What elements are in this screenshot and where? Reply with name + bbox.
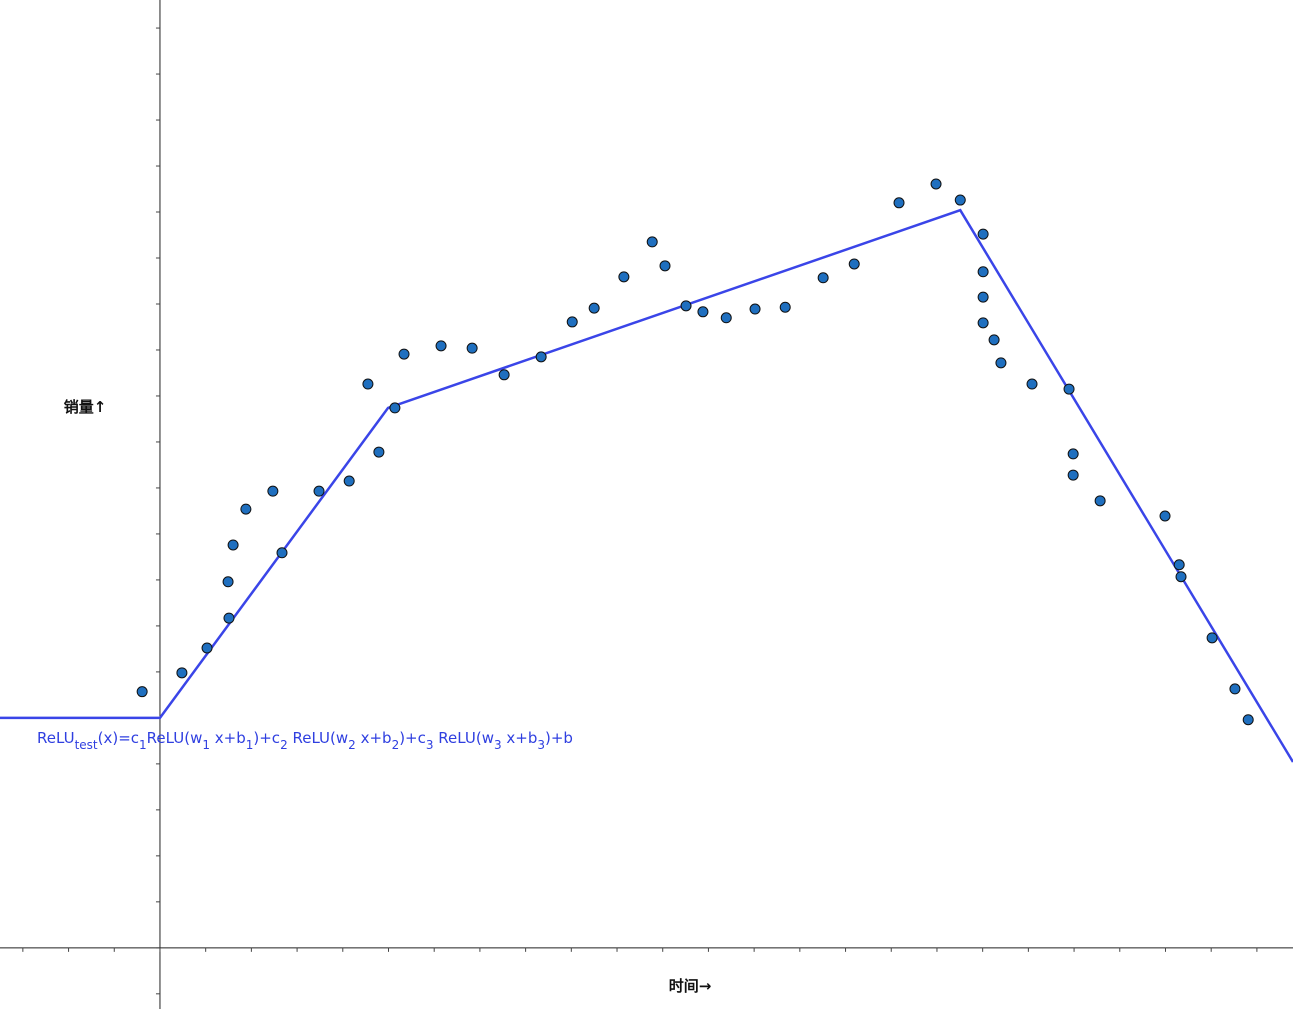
data-point (749, 303, 761, 315)
formula-text: ReLU(w (288, 729, 348, 747)
formula-text: ReLU(w (434, 729, 494, 747)
data-point (977, 228, 989, 240)
data-point (201, 642, 213, 654)
data-point (176, 667, 188, 679)
data-point (240, 503, 252, 515)
data-point (498, 369, 510, 381)
data-point (276, 547, 288, 559)
data-point (1159, 510, 1171, 522)
formula-text: x+b (356, 729, 392, 747)
data-point (995, 357, 1007, 369)
data-point (779, 301, 791, 313)
formula-label: ReLUtest(x)=c1ReLU(w1 x+b1)+c2 ReLU(w2 x… (37, 729, 573, 752)
data-point (136, 686, 148, 698)
data-point (389, 402, 401, 414)
data-point (720, 312, 732, 324)
formula-subscript: 3 (537, 738, 545, 752)
formula-subscript: 3 (426, 738, 434, 752)
formula-text: ReLU (37, 729, 75, 747)
data-point (659, 260, 671, 272)
formula-subscript: 2 (280, 738, 288, 752)
data-point (1173, 559, 1185, 571)
data-point (373, 446, 385, 458)
data-point (817, 272, 829, 284)
formula-subscript: test (75, 738, 98, 752)
data-point (313, 485, 325, 497)
formula-text: ReLU(w (147, 729, 203, 747)
data-point (954, 194, 966, 206)
data-point (1175, 571, 1187, 583)
formula-text: )+c (253, 729, 280, 747)
data-point (1206, 632, 1218, 644)
data-point (697, 306, 709, 318)
formula-subscript: 1 (202, 738, 210, 752)
formula-subscript: 3 (494, 738, 502, 752)
data-point (588, 302, 600, 314)
data-point (930, 178, 942, 190)
data-point (1094, 495, 1106, 507)
formula-subscript: 1 (246, 738, 254, 752)
data-point (646, 236, 658, 248)
data-point (977, 266, 989, 278)
data-point (466, 342, 478, 354)
data-point (1242, 714, 1254, 726)
data-point (223, 612, 235, 624)
data-point (398, 348, 410, 360)
data-point (1229, 683, 1241, 695)
data-point (977, 317, 989, 329)
formula-subscript: 2 (348, 738, 356, 752)
data-point (227, 539, 239, 551)
data-point (435, 340, 447, 352)
data-point (1026, 378, 1038, 390)
data-point (977, 291, 989, 303)
formula-subscript: 1 (139, 738, 147, 752)
data-point (848, 258, 860, 270)
data-point (222, 576, 234, 588)
data-point (535, 351, 547, 363)
data-point (988, 334, 1000, 346)
data-point (1067, 469, 1079, 481)
data-point (566, 316, 578, 328)
x-axis-label: 时间→ (669, 977, 712, 995)
data-point (267, 485, 279, 497)
data-point (1063, 383, 1075, 395)
formula-text: (x)=c (98, 729, 139, 747)
data-point (1067, 448, 1079, 460)
formula-text: x+b (502, 729, 538, 747)
data-point (362, 378, 374, 390)
formula-text: x+b (210, 729, 246, 747)
data-point (680, 300, 692, 312)
y-axis-label: 销量↑ (64, 398, 107, 416)
data-point (618, 271, 630, 283)
relu-line (0, 208, 1293, 763)
formula-subscript: 2 (392, 738, 400, 752)
formula-text: )+c (399, 729, 426, 747)
data-point (343, 475, 355, 487)
data-point (893, 197, 905, 209)
formula-text: )+b (545, 729, 573, 747)
